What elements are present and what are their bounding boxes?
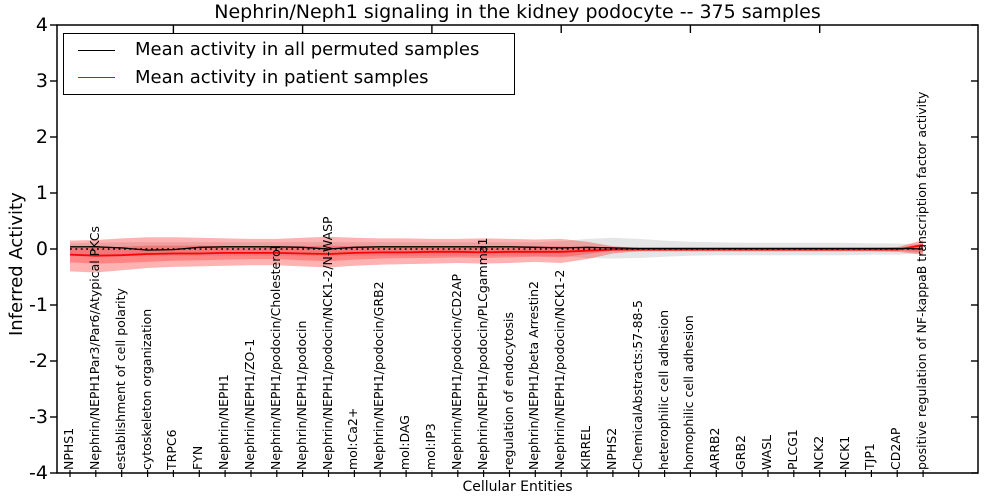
- x-category-label: positive regulation of NF-kappaB transcr…: [914, 91, 930, 470]
- x-category-label: Nephrin/NEPH1/beta Arrestin2: [526, 281, 542, 470]
- y-tick-label: -2: [29, 350, 48, 372]
- x-category-label: Nephrin/NEPH1: [216, 374, 232, 470]
- x-category-label: NPHS1: [61, 427, 76, 470]
- chart-title: Nephrin/Neph1 signaling in the kidney po…: [214, 1, 821, 23]
- x-category-label: Nephrin/NEPH1/podocin/PLCgamma1: [474, 237, 490, 470]
- x-category-label: mol:DAG: [397, 415, 413, 470]
- y-tick-label: -4: [29, 462, 48, 484]
- legend-label-permuted: Mean activity in all permuted samples: [135, 39, 480, 61]
- x-category-label: ARRB2: [707, 427, 723, 470]
- x-category-label: regulation of endocytosis: [500, 312, 516, 470]
- legend-label-patient: Mean activity in patient samples: [135, 66, 429, 88]
- permuted-mean-line: [70, 246, 924, 251]
- legend-row-permuted: Mean activity in all permuted samples: [64, 37, 514, 64]
- x-category-label: NCK1: [836, 435, 852, 470]
- y-tick-label: 0: [35, 238, 48, 260]
- x-category-label: cytoskeleton organization: [138, 308, 154, 470]
- x-category-label: PLCG1: [784, 429, 800, 470]
- x-category-label: Nephrin/NEPH1/podocin: [293, 320, 309, 470]
- patient-mean-line: [69, 244, 924, 257]
- legend: Mean activity in all permuted samples Me…: [63, 33, 515, 95]
- y-tick-label: 1: [35, 182, 48, 204]
- x-category-label: Nephrin/NEPH1Par3/Par6/Atypical PKCs: [86, 226, 102, 470]
- x-category-label: ChemicalAbstracts:57-88-5: [629, 300, 645, 470]
- y-tick-label: -1: [29, 294, 48, 316]
- legend-row-patient: Mean activity in patient samples: [64, 64, 514, 91]
- y-tick-label: 3: [35, 70, 48, 92]
- y-tick-label: 4: [35, 14, 48, 36]
- x-category-label: FYN: [190, 445, 206, 470]
- permuted-line-sample: [78, 49, 115, 51]
- x-category-label: NCK2: [810, 435, 826, 470]
- x-category-label: Nephrin/NEPH1/podocin/NCK1-2/N-WASP: [319, 216, 335, 470]
- x-category-label: mol:IP3: [422, 423, 438, 470]
- x-category-label: TJP1: [862, 443, 878, 470]
- patient-line-sample: [78, 77, 115, 79]
- x-category-label: establishment of cell polarity: [112, 288, 128, 470]
- x-axis-label: Cellular Entities: [462, 479, 573, 495]
- patient-samples-spread-outer-band: [70, 236, 924, 273]
- x-category-label: NPHS2: [603, 427, 619, 470]
- x-category-label: Nephrin/NEPH1/podocin/NCK1-2: [552, 269, 568, 470]
- x-category-label: TRPC6: [164, 429, 180, 470]
- x-category-label: CD2AP: [888, 427, 904, 470]
- patient-samples-spread-inner-band: [70, 243, 924, 264]
- x-category-label: GRB2: [733, 435, 749, 470]
- x-category-label: mol:Ca2+: [345, 407, 361, 470]
- x-category-label: Nephrin/NEPH1/podocin/CD2AP: [448, 273, 464, 470]
- x-category-label: KIRREL: [578, 425, 593, 470]
- x-category-label: WASL: [759, 434, 774, 470]
- x-category-label: homophilic cell adhesion: [681, 315, 697, 470]
- x-category-label: Nephrin/NEPH1/podocin/Cholesterol: [267, 245, 283, 470]
- x-category-label: Nephrin/NEPH1/podocin/GRB2: [371, 281, 387, 470]
- x-category-label: heterophilic cell adhesion: [655, 309, 671, 470]
- x-category-label: Nephrin/NEPH1/ZO-1: [242, 338, 257, 470]
- y-tick-label: 2: [35, 126, 48, 148]
- y-tick-label: -3: [29, 406, 48, 428]
